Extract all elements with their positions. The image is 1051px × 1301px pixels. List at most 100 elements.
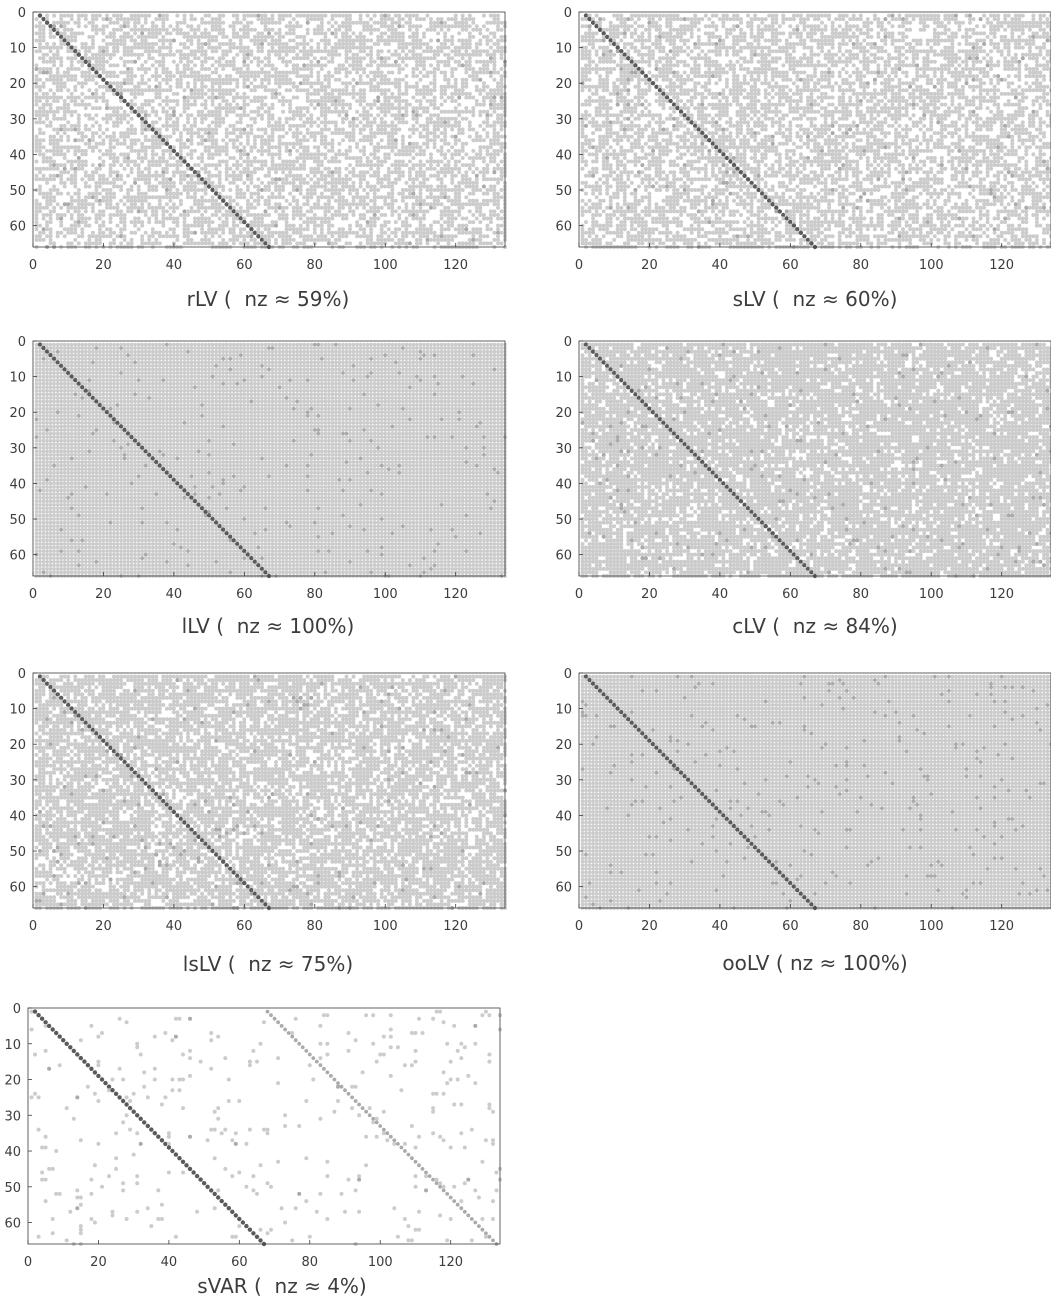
nonzero-entry	[379, 20, 384, 25]
nonzero-entry	[478, 109, 483, 114]
nonzero-entry	[97, 63, 102, 68]
nonzero-entry	[344, 166, 349, 171]
nonzero-entry	[288, 170, 293, 175]
nonzero-entry	[168, 52, 173, 57]
nonzero-entry	[52, 198, 57, 203]
nonzero-entry	[256, 74, 261, 79]
nonzero-entry	[69, 223, 74, 228]
nonzero-entry	[453, 166, 458, 171]
nonzero-entry	[168, 198, 173, 203]
nonzero-entry	[101, 198, 106, 203]
nonzero-entry	[83, 42, 88, 46]
nonzero-entry	[390, 102, 395, 107]
diagonal-entry	[199, 177, 205, 182]
nonzero-entry	[193, 70, 197, 75]
nonzero-entry	[414, 67, 419, 71]
nonzero-entry	[182, 63, 187, 68]
nonzero-entry	[221, 223, 226, 228]
nonzero-entry	[108, 198, 113, 203]
nonzero-entry	[214, 227, 219, 232]
nonzero-entry	[499, 145, 504, 150]
nonzero-entry	[471, 180, 476, 185]
nonzero-entry	[326, 99, 331, 103]
nonzero-entry	[171, 99, 176, 103]
nonzero-entry	[305, 99, 310, 103]
diagonal-entry	[111, 88, 117, 93]
nonzero-entry	[411, 24, 416, 29]
nonzero-entry	[316, 205, 321, 210]
nonzero-entry	[136, 88, 141, 93]
nonzero-entry	[492, 127, 497, 132]
nonzero-entry	[228, 42, 233, 46]
nonzero-entry	[238, 170, 243, 175]
nonzero-entry	[478, 27, 483, 32]
nonzero-entry	[164, 95, 169, 100]
nonzero-entry	[105, 74, 109, 79]
nonzero-entry	[136, 109, 141, 114]
nonzero-entry	[362, 49, 367, 54]
nonzero-entry	[182, 74, 187, 79]
nonzero-entry	[295, 148, 300, 153]
nonzero-entry	[404, 106, 409, 111]
nonzero-entry	[161, 67, 166, 71]
nonzero-entry	[460, 145, 465, 150]
nonzero-entry	[481, 99, 486, 103]
nonzero-entry	[326, 166, 331, 171]
nonzero-entry	[471, 20, 476, 25]
nonzero-entry	[210, 120, 215, 125]
nonzero-entry	[263, 213, 268, 217]
nonzero-entry	[105, 42, 109, 46]
nonzero-entry	[337, 234, 342, 239]
nonzero-entry	[404, 81, 409, 86]
nonzero-entry	[224, 49, 229, 54]
nonzero-entry	[365, 24, 370, 29]
nonzero-entry	[66, 138, 71, 143]
nonzero-entry	[119, 234, 124, 239]
nonzero-entry	[333, 109, 338, 114]
nonzero-entry	[418, 180, 423, 185]
nonzero-entry	[414, 163, 419, 168]
nonzero-entry	[143, 116, 148, 121]
nonzero-entry	[425, 195, 430, 200]
nonzero-entry	[270, 67, 275, 71]
nonzero-entry	[38, 209, 42, 214]
nonzero-entry	[73, 102, 78, 107]
nonzero-entry	[499, 188, 504, 192]
nonzero-entry	[238, 209, 243, 214]
nonzero-entry	[309, 234, 314, 239]
nonzero-entry	[80, 59, 85, 64]
nonzero-entry	[429, 205, 433, 210]
nonzero-entry	[481, 81, 486, 86]
nonzero-entry	[319, 31, 324, 36]
nonzero-entry	[217, 113, 222, 118]
nonzero-entry	[136, 209, 141, 214]
nonzero-entry	[126, 173, 131, 178]
nonzero-entry	[217, 63, 222, 68]
nonzero-entry	[386, 191, 391, 196]
nonzero-entry	[369, 45, 374, 50]
nonzero-entry	[207, 216, 212, 221]
nonzero-entry	[76, 123, 81, 128]
nonzero-entry	[379, 81, 384, 86]
nonzero-entry	[429, 88, 433, 93]
nonzero-entry	[362, 106, 367, 111]
nonzero-entry	[228, 91, 233, 96]
nonzero-entry	[217, 202, 222, 207]
nonzero-entry	[161, 63, 166, 68]
nonzero-entry	[499, 49, 504, 54]
nonzero-entry	[488, 99, 493, 103]
nonzero-entry	[309, 70, 314, 75]
nonzero-entry	[161, 148, 166, 153]
nonzero-entry	[140, 31, 145, 36]
nonzero-entry	[193, 116, 197, 121]
nonzero-entry	[193, 123, 197, 128]
nonzero-entry	[235, 159, 240, 164]
nonzero-entry	[348, 49, 352, 54]
nonzero-entry	[203, 99, 208, 103]
nonzero-entry	[115, 81, 120, 86]
nonzero-entry	[425, 127, 430, 132]
nonzero-entry	[178, 42, 183, 46]
nonzero-entry	[369, 220, 374, 225]
nonzero-entry	[372, 70, 377, 75]
nonzero-entry	[319, 88, 324, 93]
